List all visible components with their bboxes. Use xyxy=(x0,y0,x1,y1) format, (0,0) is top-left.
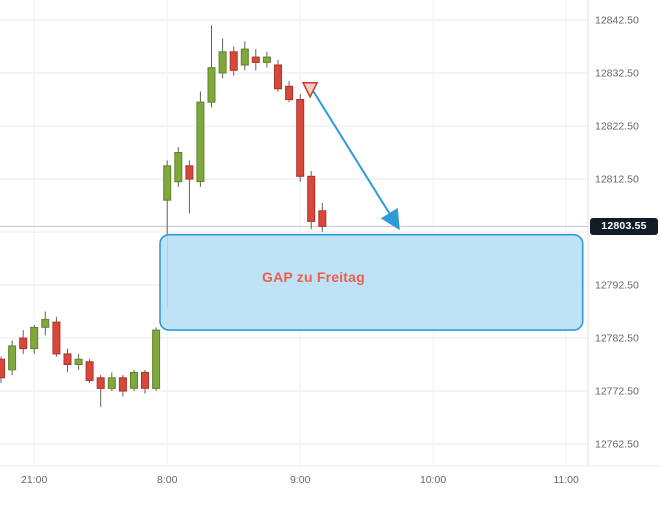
candle-body xyxy=(207,67,216,103)
candle-body xyxy=(229,51,238,71)
candle-body xyxy=(240,48,249,66)
candle-body xyxy=(85,361,94,381)
candle-body xyxy=(251,56,260,63)
gap-annotation-box[interactable] xyxy=(159,233,584,331)
price-axis-label: 12762.50 xyxy=(595,439,639,451)
arrow-annotation[interactable] xyxy=(312,90,400,231)
candle-body xyxy=(30,326,39,350)
price-axis-label: 12832.50 xyxy=(595,68,639,80)
price-axis-label: 12842.50 xyxy=(595,15,639,27)
price-axis-label: 12772.50 xyxy=(595,386,639,398)
price-axis-label: 12792.50 xyxy=(595,280,639,292)
candle-body xyxy=(96,377,105,389)
candle-body xyxy=(318,210,327,227)
candle-body xyxy=(152,329,161,389)
time-axis[interactable] xyxy=(0,467,588,513)
candle-body xyxy=(52,321,61,355)
time-axis-label: 8:00 xyxy=(157,474,178,486)
candle-body xyxy=(163,165,172,201)
price-axis-label: 12782.50 xyxy=(595,333,639,345)
candle-body xyxy=(74,358,83,366)
candle-body xyxy=(185,165,194,180)
candle-body xyxy=(218,51,227,74)
candle-body xyxy=(196,101,205,183)
candle-body xyxy=(262,56,271,63)
candle-body xyxy=(141,371,149,389)
candle-body xyxy=(0,358,5,379)
time-axis-label: 9:00 xyxy=(290,474,311,486)
candle-body xyxy=(118,377,127,392)
candle-body xyxy=(19,337,28,350)
time-axis-label: 11:00 xyxy=(553,474,579,486)
candle-body xyxy=(8,345,17,371)
time-axis-label: 21:00 xyxy=(21,474,47,486)
candle-body xyxy=(174,152,183,183)
sell-marker-icon[interactable] xyxy=(301,82,319,99)
current-price-badge: 12803.55 xyxy=(590,217,658,235)
candle-body xyxy=(107,377,116,389)
time-axis-label: 10:00 xyxy=(420,474,446,486)
price-axis-label: 12822.50 xyxy=(595,121,639,133)
candle-body xyxy=(296,99,305,177)
candle-body xyxy=(63,353,72,365)
candle-body xyxy=(41,318,50,328)
candle-body xyxy=(285,85,294,101)
price-axis-label: 12812.50 xyxy=(595,174,639,186)
candle-body xyxy=(274,64,282,90)
candle-body xyxy=(130,371,138,389)
candle-body xyxy=(307,175,316,222)
